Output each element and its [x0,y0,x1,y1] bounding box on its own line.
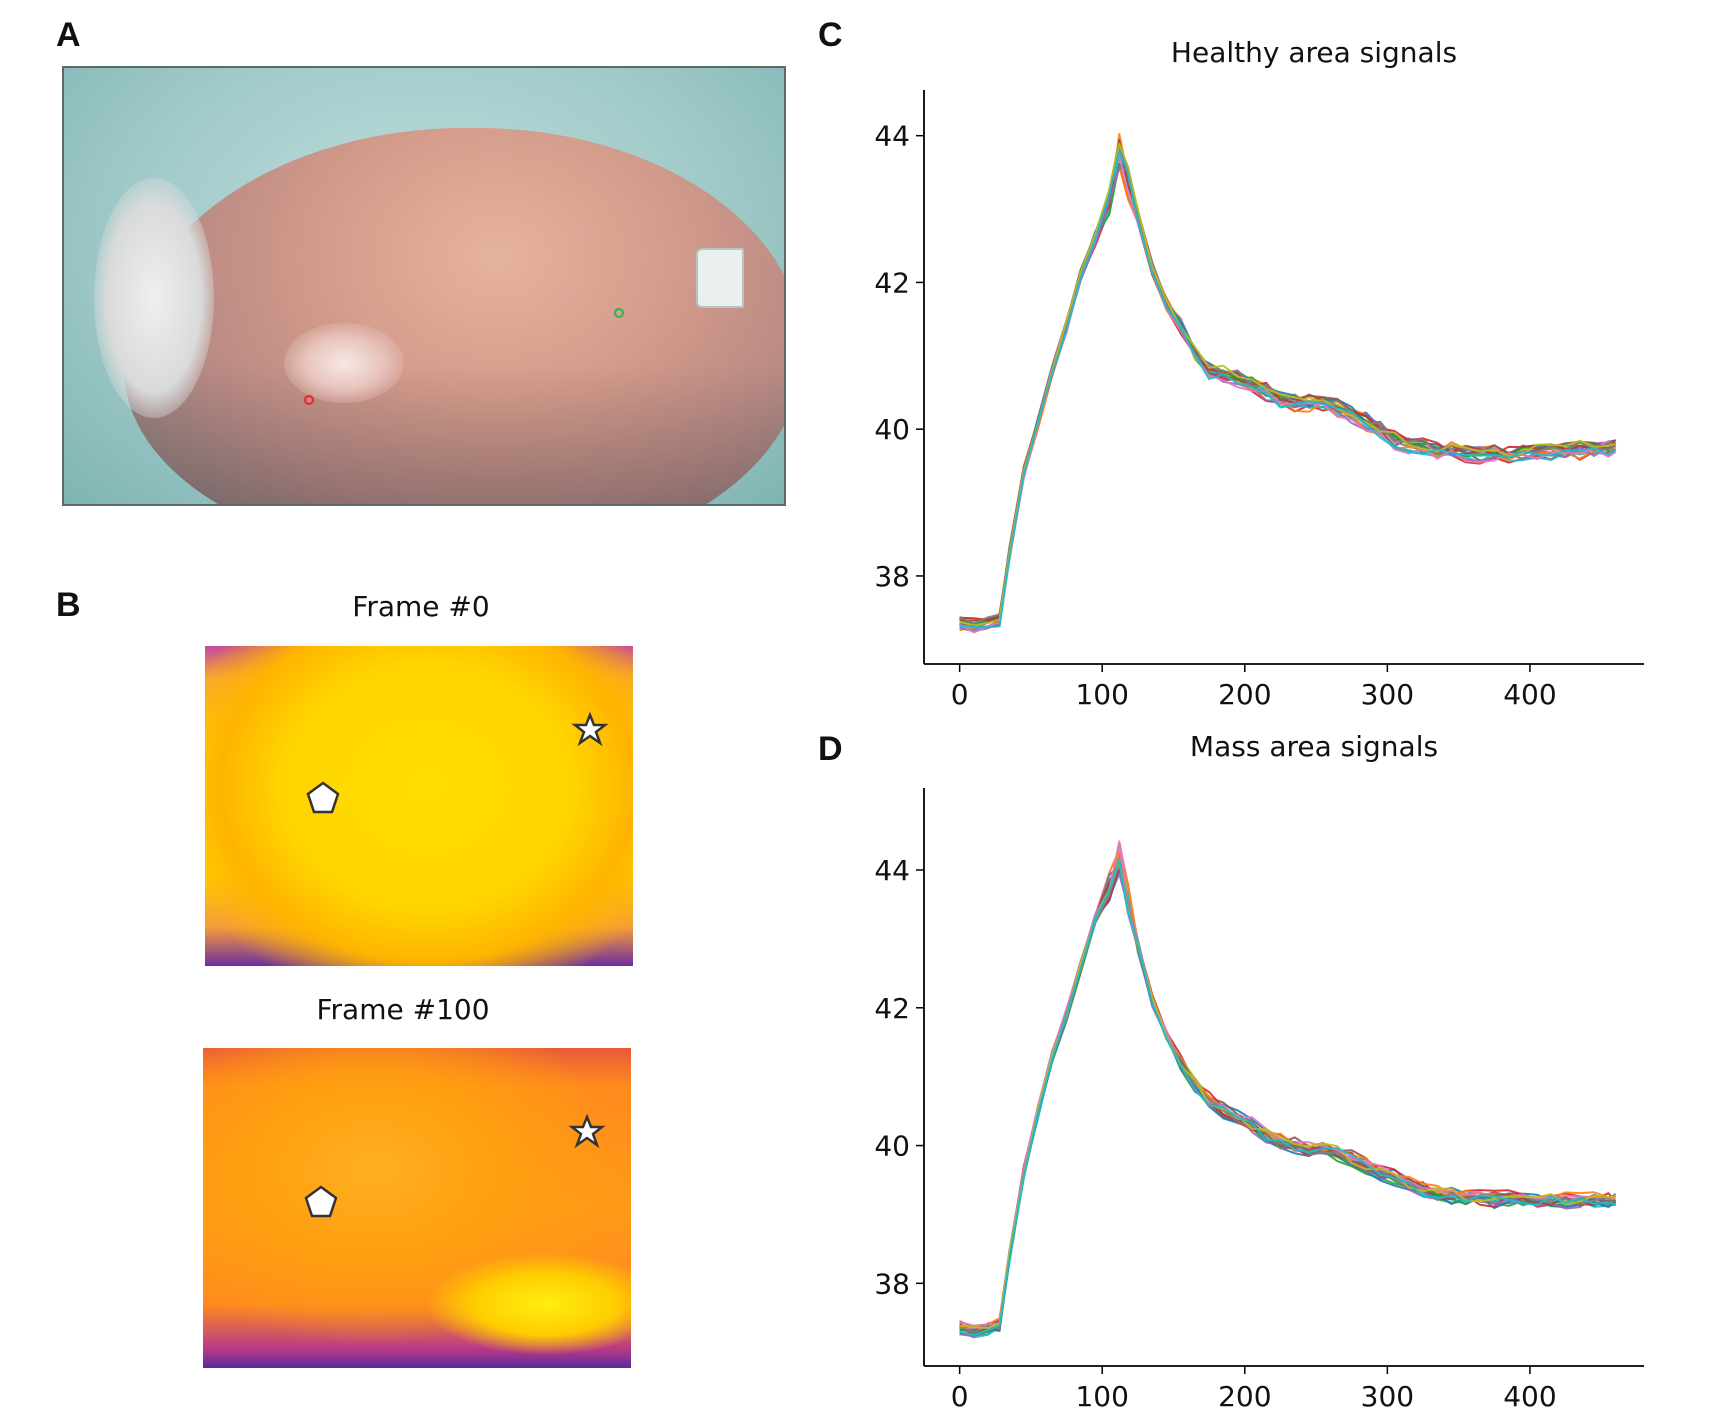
x-tick-label: 200 [1218,1380,1271,1413]
healthy-signals-chart: Healthy area signals 38 40 42 44 0 100 200 300 40… [874,36,1644,711]
series-line [959,851,1616,1327]
panel-label-c: C [818,16,843,54]
series-line [959,845,1616,1335]
panel-label-b: B [56,586,81,624]
series-line [959,841,1616,1327]
healthy-point-marker [614,308,624,318]
series-line [959,863,1616,1338]
series-line [959,140,1617,623]
fur-region [94,178,214,418]
frame100-title: Frame #100 [316,993,490,1026]
series-line [959,872,1616,1336]
star-icon [568,1113,606,1149]
pentagon-icon [304,1185,338,1218]
series-line [959,862,1616,1336]
y-tick-label: 38 [874,560,910,593]
series-line [959,851,1616,1336]
x-tick-label: 100 [1075,1380,1128,1413]
series-line [959,865,1617,1336]
x-tick-label: 300 [1361,1380,1414,1413]
panel-label-d: D [818,730,843,768]
x-tick-label: 300 [1361,678,1414,711]
series-line [959,156,1616,627]
y-tick-label: 40 [874,413,910,446]
thermal-frame-0 [205,646,633,966]
x-tick-label: 0 [951,1380,969,1413]
series-group [959,132,1617,634]
limb-region [124,128,784,504]
clip-device [696,248,744,308]
series-line [959,150,1616,625]
series-line [959,149,1616,630]
series-line [959,153,1617,631]
chart-title: Mass area signals [1190,730,1438,763]
x-tick-label: 400 [1503,1380,1556,1413]
thermal-frame-100 [203,1048,631,1368]
limb-shadow [124,128,784,504]
series-line [959,840,1617,1332]
series-line [959,851,1617,1333]
pentagon-icon [306,781,340,814]
x-tick-label: 200 [1218,678,1271,711]
mass-point-marker [304,395,314,405]
series-line [959,141,1617,628]
series-line [959,150,1616,631]
series-line [959,846,1617,1334]
series-group [959,840,1617,1339]
y-tick-label: 42 [874,266,910,299]
series-line [959,866,1617,1330]
x-tick-label: 100 [1075,678,1128,711]
panel-label-a: A [56,16,81,54]
series-line [959,861,1616,1329]
clinical-photo [62,66,786,506]
series-line [959,848,1617,1336]
series-line [959,145,1617,625]
mass-lesion [284,323,404,403]
series-line [959,144,1617,625]
y-tick-label: 38 [874,1267,910,1300]
x-tick-label: 0 [951,678,969,711]
series-line [959,138,1617,629]
series-line [959,132,1616,621]
frame0-title: Frame #0 [352,590,490,623]
mass-signals-chart: Mass area signals 38 40 42 44 0 100 200 300 400 [874,730,1644,1413]
series-line [959,866,1616,1334]
chart-title: Healthy area signals [1171,36,1457,69]
y-tick-label: 42 [874,992,910,1025]
series-line [959,149,1617,629]
series-line [959,138,1617,622]
y-tick-label: 44 [874,854,910,887]
y-tick-label: 40 [874,1130,910,1163]
star-icon [571,711,609,747]
series-line [959,867,1617,1333]
series-line [959,142,1616,627]
y-tick-label: 44 [874,120,910,153]
series-line [959,861,1617,1334]
x-tick-label: 400 [1503,678,1556,711]
series-line [959,869,1616,1339]
series-line [959,858,1616,1336]
series-line [959,146,1617,626]
series-line [959,842,1617,1329]
